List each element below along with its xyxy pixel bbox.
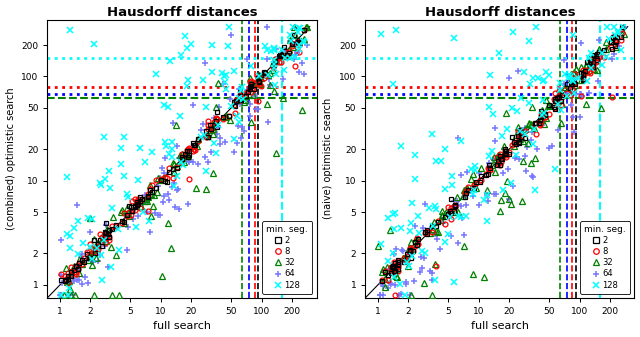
Y-axis label: (combined) optimistic search: (combined) optimistic search: [6, 88, 15, 230]
Y-axis label: (naive) optimistic search: (naive) optimistic search: [323, 98, 333, 219]
Legend: 2, 8, 32, 64, 128: 2, 8, 32, 64, 128: [262, 221, 312, 294]
Title: Hausdorff distances: Hausdorff distances: [107, 5, 257, 19]
X-axis label: full search: full search: [471, 321, 529, 332]
Title: Hausdorff distances: Hausdorff distances: [424, 5, 575, 19]
Legend: 2, 8, 32, 64, 128: 2, 8, 32, 64, 128: [580, 221, 630, 294]
X-axis label: full search: full search: [153, 321, 211, 332]
